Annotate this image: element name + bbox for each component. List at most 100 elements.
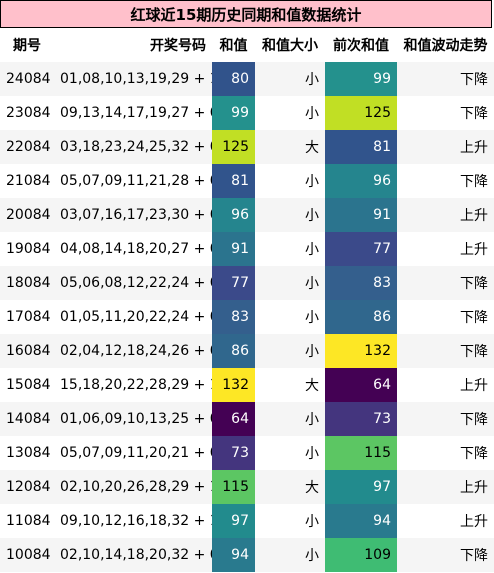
trend-cell: 下降 [397, 334, 494, 368]
issue-cell: 19084 [0, 232, 54, 266]
table-row: 12084 02,10,20,26,28,29 + 14 115 大 97 上升 [0, 470, 494, 504]
table-row: 22084 03,18,23,24,25,32 + 09 125 大 81 上升 [0, 130, 494, 164]
page-title: 红球近15期历史同期和值数据统计 [0, 0, 492, 28]
sum-cell: 132 [212, 368, 255, 402]
numbers-cell: 02,04,12,18,24,26 + 05 [54, 334, 212, 368]
table-row: 21084 05,07,09,11,21,28 + 01 81 小 96 下降 [0, 164, 494, 198]
sum-cell: 80 [212, 62, 255, 96]
issue-cell: 16084 [0, 334, 54, 368]
numbers-cell: 03,18,23,24,25,32 + 09 [54, 130, 212, 164]
trend-cell: 上升 [397, 130, 494, 164]
prev-sum-cell: 99 [325, 62, 397, 96]
table-row: 14084 01,06,09,10,13,25 + 08 64 小 73 下降 [0, 402, 494, 436]
table-row: 20084 03,07,16,17,23,30 + 07 96 小 91 上升 [0, 198, 494, 232]
issue-cell: 17084 [0, 300, 54, 334]
size-cell: 小 [255, 198, 325, 232]
numbers-cell: 03,07,16,17,23,30 + 07 [54, 198, 212, 232]
numbers-cell: 02,10,14,18,20,32 + 03 [54, 538, 212, 572]
issue-cell: 13084 [0, 436, 54, 470]
sum-cell: 99 [212, 96, 255, 130]
prev-sum-cell: 109 [325, 538, 397, 572]
table-row: 15084 15,18,20,22,28,29 + 15 132 大 64 上升 [0, 368, 494, 402]
table-row: 16084 02,04,12,18,24,26 + 05 86 小 132 下降 [0, 334, 494, 368]
prev-sum-cell: 86 [325, 300, 397, 334]
issue-cell: 12084 [0, 470, 54, 504]
prev-sum-cell: 125 [325, 96, 397, 130]
sum-cell: 96 [212, 198, 255, 232]
prev-sum-cell: 81 [325, 130, 397, 164]
trend-cell: 上升 [397, 232, 494, 266]
table-row: 13084 05,07,09,11,20,21 + 03 73 小 115 下降 [0, 436, 494, 470]
sum-cell: 64 [212, 402, 255, 436]
numbers-cell: 01,06,09,10,13,25 + 08 [54, 402, 212, 436]
numbers-cell: 15,18,20,22,28,29 + 15 [54, 368, 212, 402]
size-cell: 小 [255, 334, 325, 368]
issue-cell: 22084 [0, 130, 54, 164]
prev-sum-cell: 64 [325, 368, 397, 402]
numbers-cell: 09,13,14,17,19,27 + 03 [54, 96, 212, 130]
size-cell: 大 [255, 368, 325, 402]
header-size: 和值大小 [255, 28, 325, 62]
size-cell: 小 [255, 62, 325, 96]
size-cell: 小 [255, 436, 325, 470]
sum-cell: 97 [212, 504, 255, 538]
issue-cell: 24084 [0, 62, 54, 96]
trend-cell: 下降 [397, 538, 494, 572]
size-cell: 大 [255, 470, 325, 504]
trend-cell: 上升 [397, 504, 494, 538]
header-row: 期号 开奖号码 和值 和值大小 前次和值 和值波动走势 [0, 28, 494, 62]
header-trend: 和值波动走势 [397, 28, 494, 62]
trend-cell: 下降 [397, 62, 494, 96]
trend-cell: 上升 [397, 368, 494, 402]
prev-sum-cell: 97 [325, 470, 397, 504]
prev-sum-cell: 77 [325, 232, 397, 266]
table-row: 11084 09,10,12,16,18,32 + 15 97 小 94 上升 [0, 504, 494, 538]
prev-sum-cell: 96 [325, 164, 397, 198]
header-issue: 期号 [0, 28, 54, 62]
prev-sum-cell: 91 [325, 198, 397, 232]
table-row: 17084 01,05,11,20,22,24 + 02 83 小 86 下降 [0, 300, 494, 334]
size-cell: 小 [255, 232, 325, 266]
numbers-cell: 05,07,09,11,20,21 + 03 [54, 436, 212, 470]
table-row: 23084 09,13,14,17,19,27 + 03 99 小 125 下降 [0, 96, 494, 130]
trend-cell: 下降 [397, 300, 494, 334]
issue-cell: 14084 [0, 402, 54, 436]
size-cell: 小 [255, 300, 325, 334]
issue-cell: 23084 [0, 96, 54, 130]
trend-cell: 下降 [397, 402, 494, 436]
size-cell: 小 [255, 402, 325, 436]
size-cell: 小 [255, 538, 325, 572]
issue-cell: 18084 [0, 266, 54, 300]
prev-sum-cell: 94 [325, 504, 397, 538]
trend-cell: 下降 [397, 164, 494, 198]
issue-cell: 15084 [0, 368, 54, 402]
issue-cell: 21084 [0, 164, 54, 198]
table-row: 19084 04,08,14,18,20,27 + 03 91 小 77 上升 [0, 232, 494, 266]
size-cell: 大 [255, 130, 325, 164]
issue-cell: 11084 [0, 504, 54, 538]
numbers-cell: 01,05,11,20,22,24 + 02 [54, 300, 212, 334]
prev-sum-cell: 83 [325, 266, 397, 300]
numbers-cell: 04,08,14,18,20,27 + 03 [54, 232, 212, 266]
trend-cell: 下降 [397, 436, 494, 470]
sum-cell: 125 [212, 130, 255, 164]
size-cell: 小 [255, 96, 325, 130]
sum-cell: 91 [212, 232, 255, 266]
numbers-cell: 05,06,08,12,22,24 + 03 [54, 266, 212, 300]
issue-cell: 20084 [0, 198, 54, 232]
numbers-cell: 01,08,10,13,19,29 + 13 [54, 62, 212, 96]
size-cell: 小 [255, 164, 325, 198]
sum-cell: 81 [212, 164, 255, 198]
size-cell: 小 [255, 504, 325, 538]
table-row: 10084 02,10,14,18,20,32 + 03 94 小 109 下降 [0, 538, 494, 572]
header-prev-sum: 前次和值 [325, 28, 397, 62]
table-row: 18084 05,06,08,12,22,24 + 03 77 小 83 下降 [0, 266, 494, 300]
table-row: 24084 01,08,10,13,19,29 + 13 80 小 99 下降 [0, 62, 494, 96]
numbers-cell: 05,07,09,11,21,28 + 01 [54, 164, 212, 198]
issue-cell: 10084 [0, 538, 54, 572]
prev-sum-cell: 132 [325, 334, 397, 368]
sum-stats-table: 期号 开奖号码 和值 和值大小 前次和值 和值波动走势 24084 01,08,1… [0, 28, 494, 572]
trend-cell: 下降 [397, 96, 494, 130]
sum-cell: 73 [212, 436, 255, 470]
